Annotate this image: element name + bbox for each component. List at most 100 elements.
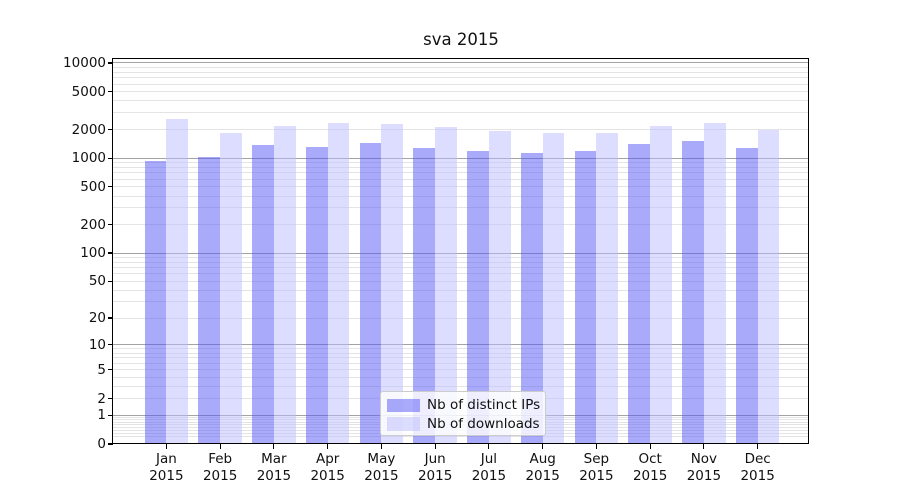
y-tick-label: 2000 — [71, 121, 106, 138]
gridline-minor — [113, 435, 809, 437]
y-tick-mark — [108, 397, 113, 400]
gridline-minor — [113, 195, 809, 197]
y-tick-mark — [108, 252, 113, 254]
gridline-minor — [113, 100, 809, 102]
gridline-minor — [113, 66, 809, 68]
bar-downloads — [757, 129, 780, 444]
gridline-minor — [113, 317, 809, 319]
gridline-minor — [113, 129, 809, 130]
y-tick-label: 5000 — [71, 83, 106, 100]
x-tick-mark — [703, 444, 705, 449]
x-tick-label: Apr 2015 — [296, 451, 360, 484]
y-tick-label: 1000 — [71, 150, 106, 167]
y-tick-mark — [108, 317, 113, 319]
bar-downloads — [327, 123, 350, 444]
gridline-minor — [113, 267, 809, 269]
gridline-minor — [113, 77, 809, 79]
x-tick-month: Mar — [261, 451, 287, 467]
y-tick-mark — [108, 369, 113, 371]
bar-distinct-ips — [359, 142, 382, 444]
legend-swatch-distinct-ips — [387, 398, 420, 412]
x-tick-year: 2015 — [149, 467, 184, 484]
bar-distinct-ips — [305, 147, 328, 444]
gridline-minor — [113, 166, 809, 168]
bar-distinct-ips — [628, 144, 651, 444]
y-tick-mark — [108, 414, 113, 416]
y-tick-mark — [108, 223, 113, 226]
x-tick-label: Jul 2015 — [457, 451, 521, 484]
y-tick-mark — [108, 186, 113, 188]
gridline-minor — [113, 112, 809, 114]
x-tick-year: 2015 — [632, 467, 668, 484]
x-tick-year: 2015 — [471, 467, 507, 484]
plot-area — [113, 59, 809, 444]
bar-downloads — [220, 133, 242, 444]
y-tick-mark — [108, 344, 113, 346]
gridline-minor — [113, 162, 809, 164]
y-tick-label: 20 — [88, 310, 106, 327]
x-tick-mark — [165, 444, 167, 449]
x-tick-label: Nov 2015 — [672, 451, 736, 484]
y-tick-label: 500 — [80, 178, 106, 195]
gridline-major — [113, 62, 809, 64]
gridline-minor — [113, 280, 809, 282]
gridline-minor — [113, 376, 809, 378]
x-tick-label: Dec 2015 — [726, 451, 790, 484]
x-tick-label: May 2015 — [349, 451, 413, 484]
x-tick-year: 2015 — [686, 467, 722, 484]
bar-distinct-ips — [198, 157, 221, 444]
x-tick-month: Nov — [690, 451, 718, 467]
y-tick-mark — [108, 280, 113, 282]
x-tick-label: Jun 2015 — [403, 451, 467, 484]
x-tick-mark — [649, 444, 651, 449]
gridline-minor — [113, 207, 809, 209]
legend-label: Nb of distinct IPs — [427, 397, 541, 414]
bar-downloads — [488, 130, 511, 444]
x-tick-year: 2015 — [364, 467, 399, 484]
y-tick-mark — [108, 128, 113, 131]
bar-downloads — [381, 124, 404, 444]
x-tick-mark — [757, 444, 759, 449]
x-tick-month: Jul — [480, 451, 498, 467]
bar-distinct-ips — [735, 148, 758, 444]
legend-row: Nb of distinct IPs — [387, 396, 541, 415]
x-tick-year: 2015 — [256, 467, 292, 484]
y-tick-label: 0 — [97, 436, 106, 452]
x-tick-year: 2015 — [310, 467, 345, 484]
y-tick-mark — [108, 62, 113, 64]
bar-downloads — [596, 132, 619, 444]
x-tick-month: Jan — [155, 451, 177, 467]
legend-row: Nb of downloads — [387, 415, 540, 434]
y-tick-label: 2 — [97, 390, 106, 407]
gridline-major — [113, 252, 809, 254]
x-tick-mark — [219, 444, 221, 449]
y-tick-label: 10000 — [63, 54, 106, 71]
x-tick-month: Jun — [424, 451, 446, 467]
gridline-minor — [113, 224, 809, 226]
y-tick-label: 200 — [80, 216, 106, 233]
y-tick-mark — [108, 157, 113, 159]
gridline-minor — [113, 178, 809, 180]
legend-swatch-downloads — [387, 417, 420, 431]
bar-downloads — [703, 123, 726, 444]
bar-distinct-ips — [467, 151, 489, 444]
x-tick-month: Sep — [583, 451, 610, 467]
gridline-minor — [113, 91, 809, 93]
gridline-major — [113, 344, 809, 346]
x-tick-month: May — [367, 451, 396, 467]
x-tick-mark — [273, 444, 275, 449]
x-tick-mark — [488, 444, 490, 449]
chart-title: sva 2015 — [423, 30, 499, 49]
x-tick-year: 2015 — [202, 467, 238, 484]
x-tick-month: Apr — [315, 451, 340, 467]
x-tick-month: Feb — [208, 451, 233, 467]
y-tick-label: 5 — [97, 361, 106, 378]
gridline-minor — [113, 362, 809, 364]
x-tick-month: Dec — [744, 451, 771, 467]
y-tick-mark — [108, 443, 113, 445]
bar-distinct-ips — [682, 141, 704, 444]
bar-downloads — [166, 118, 189, 444]
x-tick-label: Aug 2015 — [511, 451, 575, 484]
bar-downloads — [435, 127, 457, 444]
